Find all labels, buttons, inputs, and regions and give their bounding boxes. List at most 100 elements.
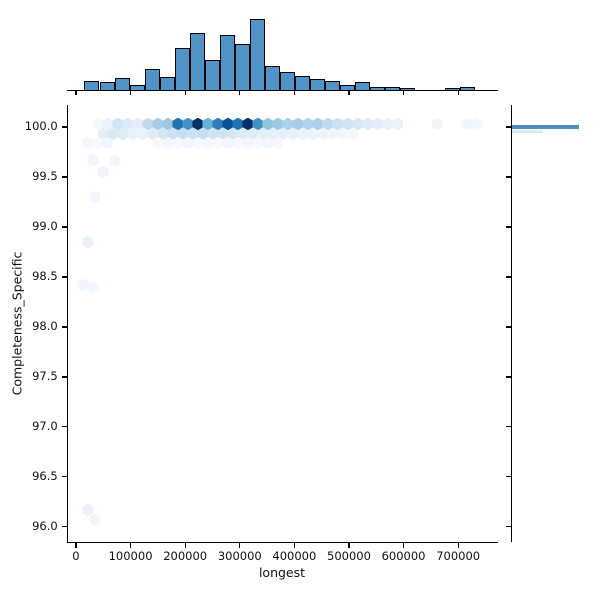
y-tick-label: 99.0 <box>32 219 58 234</box>
histogram-bar <box>459 87 475 90</box>
y-tick-label: 96.5 <box>32 469 58 484</box>
histogram-bar <box>444 88 460 90</box>
hex-bin <box>257 127 269 141</box>
hex-bin <box>192 136 204 150</box>
x-tick-label: 100000 <box>108 548 153 563</box>
hex-bin <box>102 136 114 150</box>
y-tick-label: 96.0 <box>32 519 58 534</box>
top-marginal-tick <box>239 91 241 95</box>
hex-bin <box>237 127 249 141</box>
y-tick-label: 98.0 <box>32 319 58 334</box>
hex-bin <box>227 127 239 141</box>
hex-bin <box>292 117 304 131</box>
hex-bin <box>287 127 299 141</box>
hex-bin <box>431 117 443 131</box>
histogram-bar <box>294 76 310 90</box>
hex-bin <box>102 117 114 131</box>
hex-bin <box>222 136 234 150</box>
hex-bin <box>222 117 234 131</box>
histogram-bar <box>189 33 205 90</box>
y-tick-label: 100.0 <box>24 119 58 134</box>
hex-bin <box>297 127 309 141</box>
top-marginal-tick <box>75 91 77 95</box>
right-histogram-bar <box>512 129 544 134</box>
right-marginal-tick <box>506 426 511 428</box>
y-axis-tick <box>61 476 67 478</box>
x-axis-label: longest <box>258 565 306 580</box>
hex-bin <box>162 117 174 131</box>
hex-bin <box>262 136 274 150</box>
histogram-bar <box>309 79 325 90</box>
y-tick-label: 97.5 <box>32 369 58 384</box>
top-marginal-tick <box>403 91 405 95</box>
hex-bin <box>317 127 329 141</box>
hex-bin <box>92 136 104 150</box>
hex-bin <box>277 127 289 141</box>
x-tick-label: 700000 <box>436 548 481 563</box>
hex-bin <box>77 278 89 292</box>
histogram-bar <box>264 66 280 90</box>
histogram-bar <box>114 78 130 90</box>
histogram-bar <box>339 85 355 90</box>
hex-bin <box>182 136 194 150</box>
right-marginal-spine <box>511 105 513 542</box>
hex-bin <box>307 127 319 141</box>
x-axis-tick <box>130 542 132 548</box>
top-marginal-tick <box>293 91 296 95</box>
hex-bin <box>97 127 109 141</box>
x-axis-tick <box>403 542 405 548</box>
histogram-bar <box>399 88 415 90</box>
hex-bin <box>202 136 214 150</box>
hex-bin <box>212 136 224 150</box>
x-axis-spine <box>66 541 498 543</box>
histogram-bar <box>234 44 250 90</box>
top-marginal-tick <box>457 91 459 95</box>
hex-bin <box>137 127 149 141</box>
hex-bin <box>247 127 259 141</box>
hex-bin <box>82 503 94 517</box>
hex-bin <box>327 127 339 141</box>
hex-bin <box>132 117 144 131</box>
hex-bin <box>282 117 294 131</box>
right-marginal-tick <box>506 476 511 478</box>
hex-bin <box>142 117 154 131</box>
histogram-bar <box>354 82 370 90</box>
hex-bin <box>89 190 101 204</box>
x-tick-label: 200000 <box>163 548 208 563</box>
histogram-bar <box>219 35 235 90</box>
hex-bin <box>162 136 174 150</box>
right-histogram-bar <box>512 124 580 129</box>
histogram-bar <box>84 81 100 90</box>
x-axis-tick <box>184 542 186 548</box>
hex-bin <box>372 117 384 131</box>
hex-bin <box>302 117 314 131</box>
hex-bin <box>202 117 214 131</box>
x-axis-tick <box>239 542 241 548</box>
x-tick-label: 300000 <box>217 548 262 563</box>
hex-bin <box>342 117 354 131</box>
hex-bin <box>109 154 121 168</box>
x-tick-label: 600000 <box>381 548 426 563</box>
right-marginal-tick <box>506 326 511 328</box>
hex-bin <box>461 117 473 131</box>
hex-bin <box>242 136 254 150</box>
top-marginal-tick <box>184 91 186 95</box>
hex-bin <box>147 127 159 141</box>
histogram-bar <box>144 69 160 90</box>
hex-bin <box>232 117 244 131</box>
hex-bin <box>152 136 164 150</box>
top-marginal-tick <box>348 91 350 95</box>
hex-bin <box>272 117 284 131</box>
x-axis-tick <box>293 542 296 548</box>
hex-bin <box>242 117 254 131</box>
hex-bin <box>172 117 184 131</box>
hex-bin <box>212 117 224 131</box>
right-marginal-tick <box>506 226 511 228</box>
histogram-bar <box>384 87 400 90</box>
hex-bin <box>207 127 219 141</box>
y-axis-tick <box>61 126 67 128</box>
hex-bin <box>89 513 101 526</box>
hex-bin <box>337 127 349 141</box>
hex-bin <box>172 136 184 150</box>
